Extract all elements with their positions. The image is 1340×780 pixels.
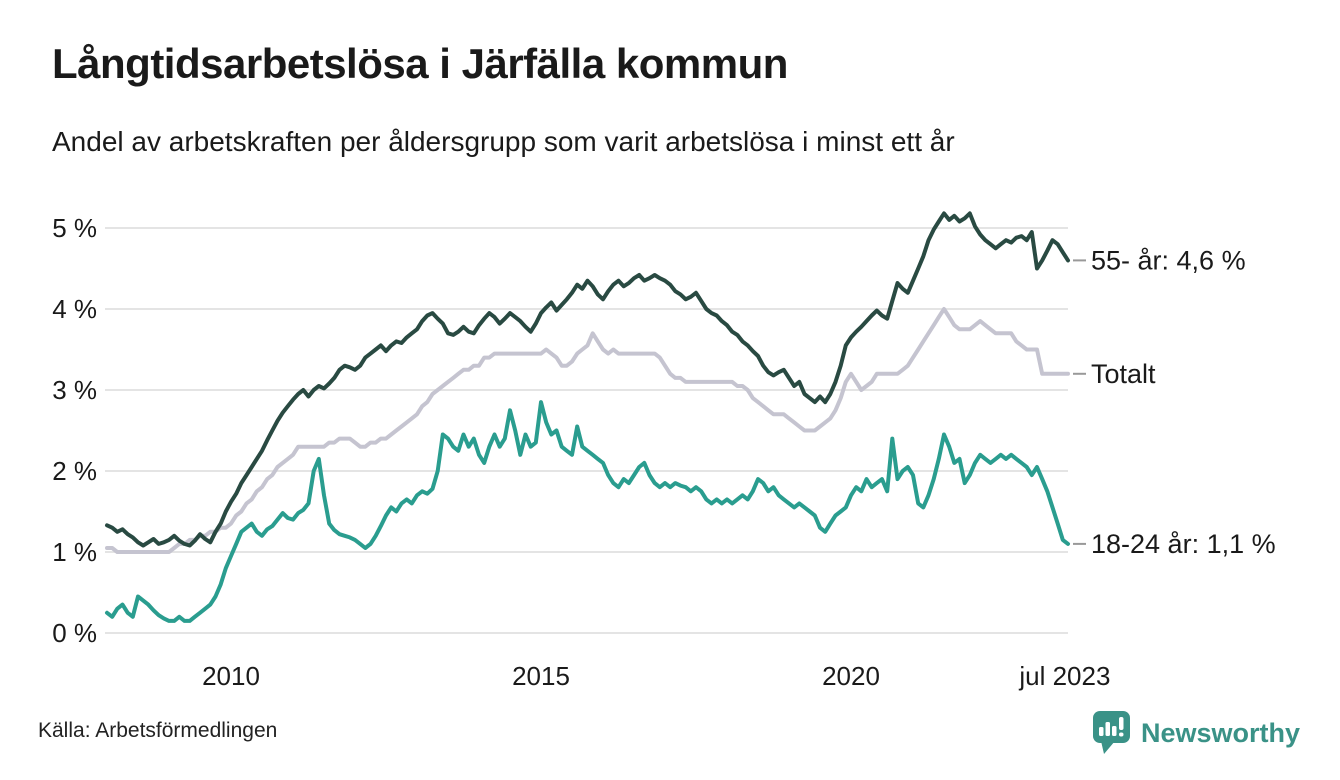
source-label: Källa: Arbetsförmedlingen <box>38 719 278 742</box>
x-axis-tick-label: 2020 <box>822 661 880 691</box>
y-axis-tick-label: 3 % <box>52 375 97 405</box>
page-title: Långtidsarbetslösa i Järfälla kommun <box>52 40 788 87</box>
x-axis-tick-label: 2010 <box>202 661 260 691</box>
y-axis-tick-label: 4 % <box>52 294 97 324</box>
newsworthy-logo: Newsworthy <box>1092 710 1300 756</box>
series-line-totalt <box>105 307 1070 554</box>
y-axis-tick-label: 2 % <box>52 456 97 486</box>
series-end-label: 18-24 år: 1,1 % <box>1091 529 1276 559</box>
page-subtitle: Andel av arbetskraften per åldersgrupp s… <box>52 126 955 157</box>
y-axis-tick-label: 0 % <box>52 618 97 648</box>
newsworthy-logo-text: Newsworthy <box>1140 717 1300 748</box>
newsworthy-logo-icon <box>1092 711 1130 754</box>
y-axis-tick-label: 5 % <box>52 213 97 243</box>
series-line-55-ar <box>105 211 1070 548</box>
series-end-label: 55- år: 4,6 % <box>1091 245 1246 275</box>
x-axis-tick-label: jul 2023 <box>1018 661 1110 691</box>
y-axis-tick-label: 1 % <box>52 537 97 567</box>
series-line-18-24-ar <box>105 400 1070 623</box>
x-axis-tick-label: 2015 <box>512 661 570 691</box>
series-end-label: Totalt <box>1091 359 1156 389</box>
